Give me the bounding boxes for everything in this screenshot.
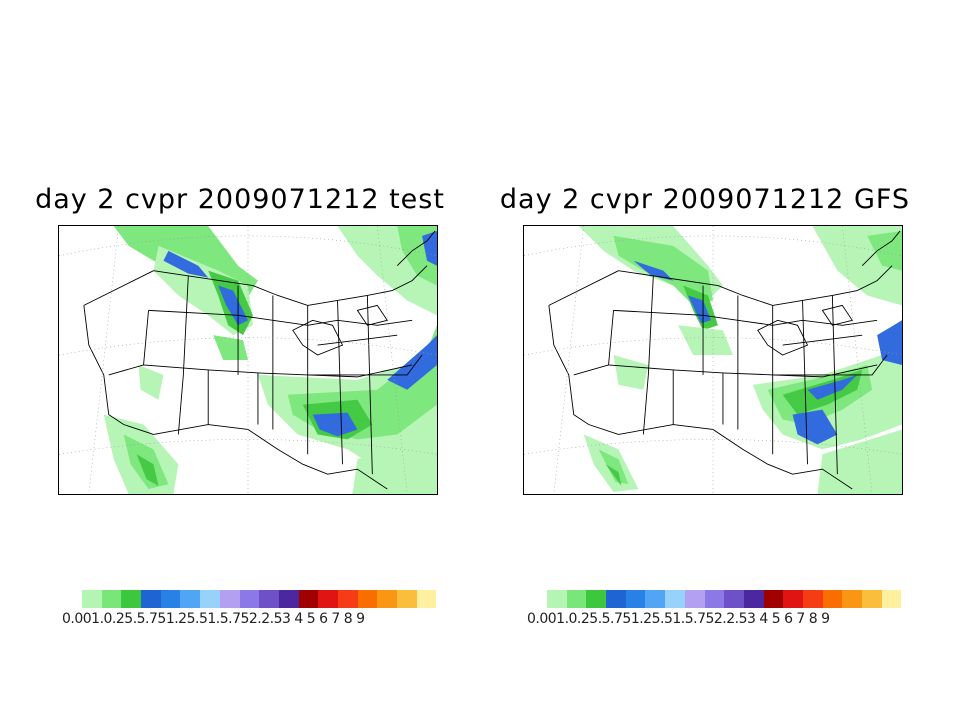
colorbar-swatch — [160, 590, 181, 608]
colorbar-test — [82, 590, 437, 608]
precip-field — [578, 226, 902, 494]
panel-title: day 2 cvpr 2009071212 test — [35, 184, 445, 215]
colorbar-swatch — [547, 590, 567, 608]
colorbar-swatch — [141, 590, 161, 608]
panel-test: day 2 cvpr 2009071212 test — [35, 184, 445, 627]
colorbar-swatch — [416, 590, 437, 608]
colorbar-swatch — [318, 590, 338, 608]
colorbar-swatch — [783, 590, 803, 608]
precip-map-test — [58, 225, 438, 495]
colorbar-swatch — [357, 590, 378, 608]
colorbar-swatch — [625, 590, 646, 608]
boundary-lines — [548, 230, 901, 490]
colorbar-swatch — [665, 590, 685, 608]
colorbar-swatch — [763, 590, 784, 608]
colorbar-swatch — [121, 590, 142, 608]
colorbar-swatch — [862, 590, 882, 608]
colorbar-swatch — [881, 590, 902, 608]
colorbar-swatch — [842, 590, 862, 608]
colorbar-swatch — [645, 590, 666, 608]
colorbar-swatch — [724, 590, 744, 608]
colorbar-swatch — [802, 590, 823, 608]
colorbar-swatch — [704, 590, 725, 608]
colorbar-swatch — [180, 590, 201, 608]
precip-map-gfs — [523, 225, 903, 495]
colorbar-swatch — [566, 590, 587, 608]
colorbar-labels: 0.001.0.25.5.751.25.51.5.752.2.53 4 5 6 … — [527, 611, 830, 627]
colorbar-swatch — [743, 590, 764, 608]
colorbar-swatch — [239, 590, 260, 608]
colorbar-swatch — [377, 590, 397, 608]
colorbar-swatch — [684, 590, 705, 608]
colorbar-swatch — [586, 590, 607, 608]
colorbar-swatch — [337, 590, 358, 608]
panel-title: day 2 cvpr 2009071212 GFS — [499, 184, 911, 215]
colorbar-swatch — [101, 590, 122, 608]
colorbar-swatch — [298, 590, 319, 608]
colorbar-swatch — [397, 590, 417, 608]
precip-field — [103, 226, 437, 494]
panel-gfs: day 2 cvpr 2009071212 GFS — [465, 0, 945, 720]
colorbar-swatch — [606, 590, 626, 608]
colorbar-swatch — [219, 590, 240, 608]
colorbar-swatch — [822, 590, 843, 608]
colorbar-labels: 0.001.0.25.5.751.25.51.5.752.2.53 4 5 6 … — [62, 611, 365, 627]
colorbar-gfs — [547, 590, 902, 608]
colorbar-swatch — [259, 590, 279, 608]
colorbar-swatch — [200, 590, 220, 608]
boundary-lines — [83, 230, 436, 490]
colorbar-swatch — [278, 590, 299, 608]
colorbar-swatch — [82, 590, 102, 608]
